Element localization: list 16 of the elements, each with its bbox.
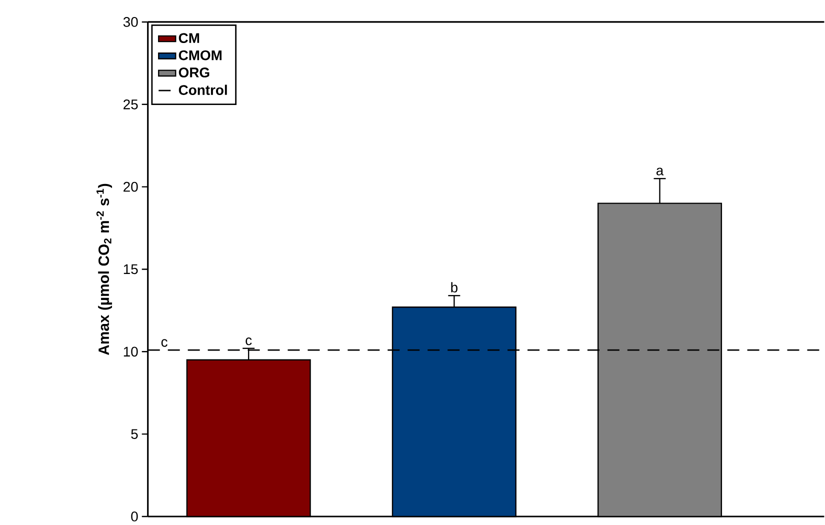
legend-label: CM <box>178 33 200 44</box>
legend-label: ORG <box>178 68 210 78</box>
y-tick-label: 0 <box>131 512 138 522</box>
y-tick-label: 15 <box>124 264 138 274</box>
annotation: c <box>246 338 252 346</box>
annotation: b <box>451 282 458 293</box>
annotation: a <box>656 168 664 176</box>
annotation: c <box>161 339 168 347</box>
y-tick-label: 20 <box>124 182 138 192</box>
legend-label: Control <box>178 84 227 96</box>
text: Amax (µmol CO$_{2}$ m$^{-2}$ s$^{-1}$) <box>96 184 112 356</box>
legend-label: CMOM <box>178 50 222 60</box>
y-tick-label: 10 <box>124 346 138 357</box>
y-tick-label: 30 <box>123 17 138 28</box>
y-tick-label: 5 <box>131 429 138 440</box>
y-tick-label: 25 <box>124 100 138 110</box>
